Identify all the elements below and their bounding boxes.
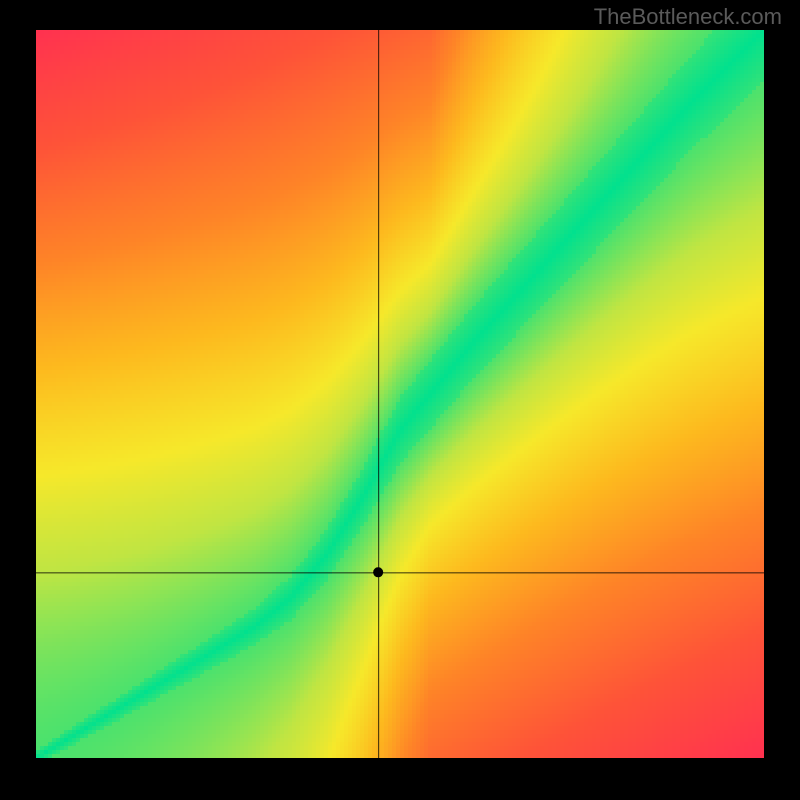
- page-root: TheBottleneck.com: [0, 0, 800, 800]
- watermark-text: TheBottleneck.com: [594, 4, 782, 30]
- bottleneck-heatmap: [36, 30, 764, 758]
- crosshair-overlay: [36, 30, 764, 758]
